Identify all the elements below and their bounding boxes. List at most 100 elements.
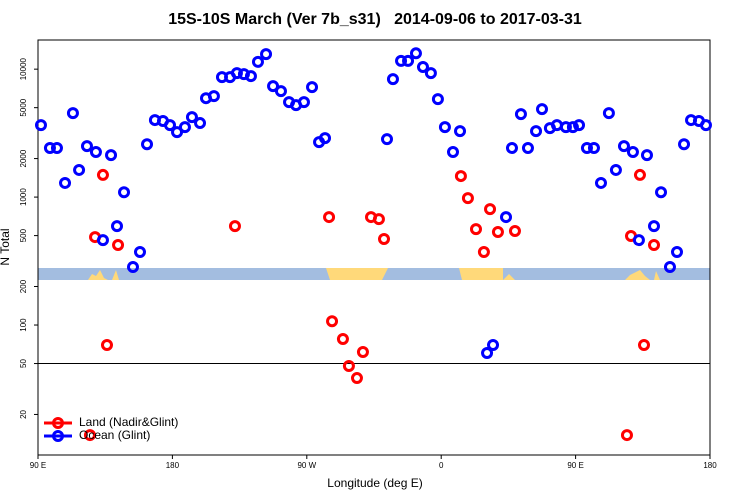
- data-point: [267, 80, 280, 93]
- data-point: [306, 81, 319, 94]
- data-point: [378, 233, 391, 246]
- data-point: [73, 163, 86, 176]
- data-point: [487, 339, 500, 352]
- data-point: [573, 119, 586, 132]
- data-point: [402, 54, 415, 67]
- data-point: [633, 168, 646, 181]
- data-point: [66, 107, 79, 120]
- y-tick-label: 100: [19, 318, 28, 332]
- data-point: [431, 93, 444, 106]
- data-point: [602, 107, 615, 120]
- data-point: [699, 119, 712, 132]
- data-point: [395, 54, 408, 67]
- y-tick-label: 200: [19, 279, 28, 293]
- data-point: [260, 48, 273, 61]
- data-point: [89, 146, 102, 159]
- data-point: [386, 73, 399, 86]
- data-point: [164, 119, 177, 132]
- data-point: [34, 119, 47, 132]
- data-point: [409, 47, 422, 60]
- x-tick-label: 90 E: [30, 461, 46, 470]
- data-point: [454, 170, 467, 183]
- data-point: [536, 103, 548, 116]
- legend-label: Ocean (Glint): [79, 428, 150, 442]
- data-point: [587, 141, 600, 154]
- data-point: [678, 138, 691, 151]
- data-point: [505, 141, 518, 154]
- map-strip: [38, 268, 710, 280]
- data-point: [43, 141, 56, 154]
- data-point: [617, 140, 630, 153]
- x-tick-label: 0: [439, 461, 444, 470]
- data-point: [105, 149, 118, 162]
- data-point: [580, 141, 593, 154]
- legend-label: Land (Nadir&Glint): [79, 415, 178, 429]
- data-point: [424, 67, 437, 80]
- data-point: [372, 213, 385, 226]
- data-point: [620, 429, 633, 442]
- data-point: [118, 186, 131, 199]
- y-tick-label: 5000: [19, 98, 28, 116]
- data-point: [632, 234, 645, 247]
- data-point: [96, 168, 109, 181]
- data-point: [350, 372, 363, 385]
- x-tick-label: 180: [703, 461, 717, 470]
- y-tick-label: 10000: [19, 57, 28, 80]
- data-point: [469, 223, 482, 236]
- data-point: [244, 70, 257, 83]
- data-point: [356, 346, 369, 359]
- data-point: [110, 220, 123, 233]
- data-point: [481, 347, 494, 360]
- data-point: [185, 111, 198, 124]
- data-point: [342, 360, 355, 373]
- y-tick-label: 500: [19, 228, 28, 242]
- y-tick-label: 1000: [19, 188, 28, 206]
- data-point: [207, 90, 220, 103]
- data-point: [141, 138, 154, 151]
- data-point: [50, 141, 63, 154]
- data-point: [670, 246, 683, 259]
- y-tick-label: 20: [19, 409, 28, 418]
- data-point: [228, 220, 241, 233]
- data-point: [626, 146, 639, 159]
- y-tick-label: 2000: [19, 149, 28, 167]
- data-point: [454, 125, 467, 138]
- data-point: [594, 176, 607, 189]
- data-point: [274, 85, 287, 98]
- x-tick-label: 90 W: [297, 461, 316, 470]
- data-point: [648, 220, 660, 233]
- data-point: [83, 429, 96, 442]
- data-point: [319, 132, 332, 145]
- x-tick-label: 180: [166, 461, 180, 470]
- y-axis-label: N Total: [0, 228, 12, 265]
- data-point: [59, 176, 72, 189]
- y-tick-label: 50: [19, 359, 28, 368]
- data-point: [477, 246, 490, 259]
- data-point: [133, 246, 146, 259]
- data-point: [514, 108, 527, 121]
- data-point: [500, 211, 513, 224]
- legend-marker: [52, 417, 64, 429]
- data-point: [171, 126, 184, 139]
- data-point: [112, 239, 125, 252]
- plot-frame: [37, 39, 711, 456]
- data-point: [508, 225, 521, 238]
- data-point: [655, 186, 668, 199]
- data-point: [100, 339, 113, 352]
- data-point: [178, 121, 191, 134]
- x-axis-label: Longitude (deg E): [327, 476, 422, 490]
- data-point: [80, 140, 93, 153]
- chart-title: 15S-10S March (Ver 7b_s31) 2014-09-06 to…: [168, 11, 582, 28]
- data-point: [609, 163, 622, 176]
- data-point: [566, 121, 579, 134]
- data-point: [530, 125, 543, 138]
- data-point: [559, 121, 572, 134]
- data-point: [230, 67, 243, 80]
- data-point: [637, 339, 650, 352]
- data-point: [126, 261, 139, 274]
- data-point: [297, 96, 310, 109]
- data-point: [663, 261, 676, 274]
- land-strip: [88, 268, 660, 280]
